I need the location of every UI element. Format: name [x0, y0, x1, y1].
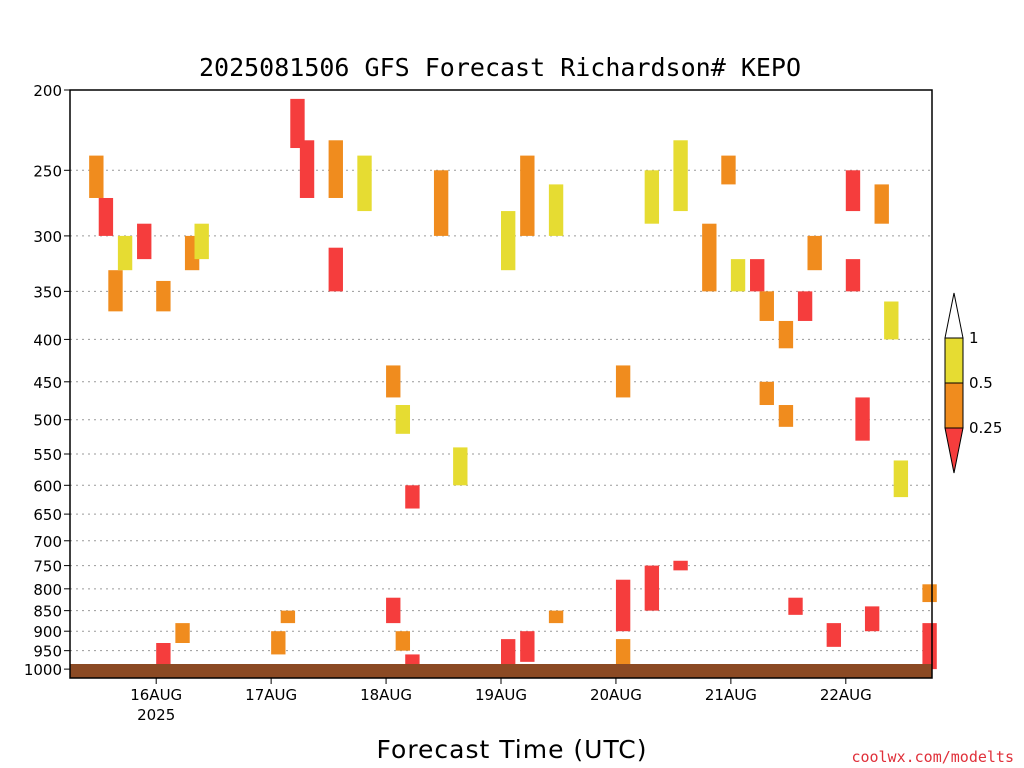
y-tick-label: 300 — [33, 228, 62, 246]
legend-label: 1 — [969, 329, 979, 347]
ri-cell — [797, 291, 813, 321]
ri-cell — [175, 623, 190, 644]
ri-cell — [156, 280, 171, 312]
ri-cell — [386, 365, 401, 398]
legend-label: 0.5 — [969, 374, 993, 392]
ri-cell — [615, 639, 631, 666]
ri-cell — [922, 584, 937, 603]
ri-cell — [271, 631, 286, 655]
y-axis: 200 250 300 350 400 450 500 550 600 650 700 750 800 8… — [24, 82, 70, 679]
ri-cell — [615, 365, 631, 398]
ri-cell — [826, 623, 842, 647]
x-tick-label: 19AUG — [475, 686, 527, 704]
x-tick-label: 21AUG — [705, 686, 757, 704]
x-axis-label: Forecast Time (UTC) — [377, 735, 648, 764]
y-tick-label: 1000 — [24, 661, 62, 679]
ri-cell — [395, 631, 411, 651]
y-tick-label: 750 — [33, 558, 62, 576]
ri-cell — [501, 211, 516, 271]
ri-cell — [405, 485, 420, 509]
x-tick-label: 17AUG — [245, 686, 297, 704]
x-tick-label: 22AUG — [820, 686, 872, 704]
ri-cell — [299, 140, 315, 198]
ri-cell — [280, 610, 296, 624]
ri-cell — [433, 170, 449, 236]
ri-cell — [721, 155, 736, 185]
legend: 1 0.5 0.25 — [944, 292, 1002, 474]
ri-cell — [884, 301, 899, 340]
y-tick-label: 500 — [33, 412, 62, 430]
legend-label: 0.25 — [969, 419, 1002, 437]
plot-background — [70, 90, 932, 678]
ri-cell — [328, 247, 343, 292]
ri-cell — [874, 184, 889, 224]
chart-title: 2025081506 GFS Forecast Richardson# KEPO — [199, 53, 801, 82]
ri-cell — [778, 320, 794, 349]
ri-cell — [730, 259, 746, 292]
ri-cell — [548, 610, 564, 624]
y-tick-label: 850 — [33, 603, 62, 621]
ri-cell — [520, 631, 535, 662]
ri-cell — [759, 291, 774, 321]
ri-cell — [893, 460, 909, 498]
ri-cell — [520, 155, 535, 236]
y-tick-label: 950 — [33, 643, 62, 661]
ri-cell — [137, 223, 152, 260]
credit-text: coolwx.com/modelts — [851, 748, 1014, 766]
ri-cell — [702, 223, 717, 292]
legend-swatch — [944, 382, 964, 429]
ri-cell — [453, 447, 468, 486]
plot-area — [69, 89, 937, 679]
ri-cell — [673, 140, 688, 212]
x-tick-sublabel: 2025 — [137, 706, 175, 724]
ri-cell — [290, 98, 305, 149]
ri-cell — [548, 184, 564, 236]
y-tick-label: 600 — [33, 477, 62, 495]
ri-cell — [778, 405, 794, 427]
y-tick-label: 900 — [33, 623, 62, 641]
ri-cell — [807, 235, 822, 271]
y-tick-label: 800 — [33, 581, 62, 599]
ri-cell — [759, 381, 774, 406]
ri-cell — [108, 270, 123, 312]
ri-cell — [117, 235, 133, 271]
ri-cell — [98, 197, 114, 236]
ri-cell — [788, 597, 803, 615]
ri-cell — [386, 597, 401, 624]
ri-cell — [395, 405, 411, 434]
richardson-cells — [89, 98, 937, 670]
ri-cell — [501, 639, 516, 666]
y-tick-label: 550 — [33, 446, 62, 464]
x-axis: 16AUG 2025 17AUG 18AUG 19AUG 20AUG 21AUG 22AUG — [130, 678, 872, 724]
legend-arrow-bottom — [944, 427, 964, 474]
ri-cell — [750, 259, 765, 292]
ri-cell — [89, 155, 104, 198]
ri-cell — [864, 606, 880, 632]
ri-cell — [328, 140, 343, 198]
y-tick-label: 650 — [33, 506, 62, 524]
y-tick-label: 200 — [33, 82, 62, 100]
y-tick-label: 250 — [33, 162, 62, 180]
ri-cell — [855, 397, 870, 441]
ri-cell — [194, 223, 209, 260]
ground-bar — [70, 664, 932, 678]
y-tick-label: 700 — [33, 533, 62, 551]
ri-cell — [644, 170, 660, 224]
ri-cell — [673, 560, 688, 571]
x-tick-label: 20AUG — [590, 686, 642, 704]
ri-cell — [615, 579, 631, 632]
y-tick-label: 400 — [33, 331, 62, 349]
legend-swatch — [944, 337, 964, 384]
ri-cell — [644, 565, 660, 611]
ri-cell — [357, 155, 372, 212]
ri-cell — [845, 259, 861, 292]
y-tick-label: 450 — [33, 374, 62, 392]
x-tick-label: 16AUG — [130, 686, 182, 704]
x-tick-label: 18AUG — [360, 686, 412, 704]
ri-cell — [156, 643, 171, 666]
ri-cell — [845, 170, 861, 212]
ri-cell — [922, 623, 937, 670]
y-tick-label: 350 — [33, 283, 62, 301]
